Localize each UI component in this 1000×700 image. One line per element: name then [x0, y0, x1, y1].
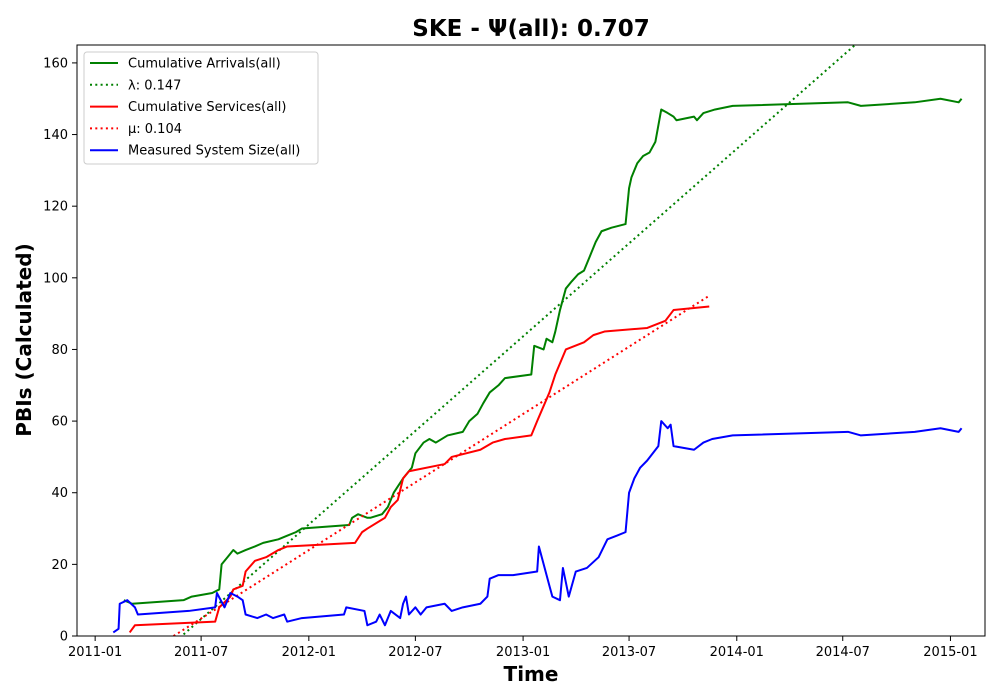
y-tick-label: 100 [43, 271, 68, 286]
x-axis-title: Time [504, 662, 559, 686]
chart-title: SKE - Ψ(all): 0.707 [412, 16, 649, 42]
x-tick-label: 2013-01 [496, 645, 550, 660]
y-tick-label: 80 [51, 343, 68, 358]
x-tick-label: 2011-07 [174, 645, 228, 660]
y-axis-title: PBIs (Calculated) [12, 243, 36, 436]
legend-label-0: Cumulative Arrivals(all) [128, 57, 281, 72]
y-tick-label: 160 [43, 56, 68, 71]
x-tick-label: 2014-07 [816, 645, 870, 660]
legend-frame [83, 51, 319, 165]
x-tick-label: 2012-01 [282, 645, 336, 660]
legend-label-4: Measured System Size(all) [128, 144, 300, 159]
series-line-4 [112, 420, 963, 634]
x-tick-label: 2014-01 [710, 645, 764, 660]
legend: Cumulative Arrivals(all) λ: 0.147 Cumulati… [83, 51, 319, 165]
y-tick-label: 20 [51, 558, 68, 573]
legend-label-3: μ: 0.104 [128, 122, 182, 137]
y-tick-label: 40 [51, 486, 68, 501]
y-tick-label: 140 [43, 128, 68, 143]
x-tick-label: 2011-01 [68, 645, 122, 660]
x-tick-label: 2013-07 [602, 645, 656, 660]
y-tick-label: 120 [43, 200, 68, 215]
plot-frame [76, 44, 986, 637]
y-tick-label: 0 [60, 630, 68, 645]
y-tick-label: 60 [51, 415, 68, 430]
x-tick-label: 2012-07 [388, 645, 442, 660]
series-line-3 [173, 294, 710, 636]
x-tick-label: 2015-01 [923, 645, 977, 660]
legend-label-1: λ: 0.147 [128, 78, 181, 93]
series-line-0 [123, 97, 963, 605]
series-line-2 [128, 305, 710, 634]
legend-label-2: Cumulative Services(all) [128, 100, 286, 115]
